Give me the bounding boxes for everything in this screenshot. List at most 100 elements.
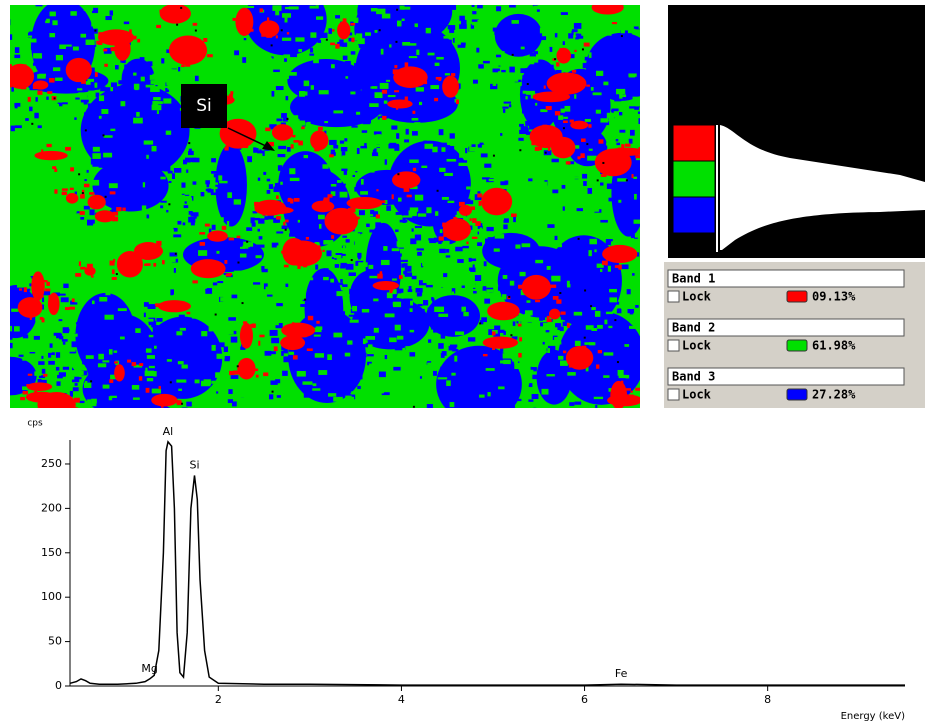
- red-speck: [625, 144, 631, 147]
- blue-speck: [329, 320, 334, 324]
- blue-speck: [285, 284, 288, 287]
- green-speck: [99, 297, 107, 302]
- blue-speck: [228, 317, 236, 320]
- green-speck: [316, 16, 323, 19]
- green-speck: [147, 355, 155, 359]
- blue-speck: [295, 1, 298, 7]
- blue-speck: [257, 245, 265, 248]
- green-speck: [452, 291, 454, 294]
- green-speck: [250, 188, 256, 192]
- blue-speck: [88, 326, 96, 332]
- dark-speck: [621, 35, 623, 37]
- blue-speck: [550, 270, 555, 273]
- dark-speck: [180, 7, 182, 9]
- blue-speck: [74, 377, 82, 379]
- green-speck: [498, 71, 500, 74]
- green-speck: [476, 68, 478, 74]
- blue-speck: [46, 97, 48, 100]
- red-speck: [376, 189, 378, 191]
- blue-speck: [19, 355, 24, 357]
- red-speck: [554, 311, 558, 316]
- green-speck: [269, 195, 272, 199]
- red-speck: [244, 146, 248, 148]
- green-speck: [428, 128, 434, 133]
- red-speck: [615, 265, 621, 268]
- green-speck: [381, 260, 390, 265]
- green-speck: [594, 249, 596, 252]
- blue-speck: [494, 0, 497, 3]
- green-speck: [160, 296, 163, 298]
- green-speck: [403, 215, 412, 217]
- green-speck: [436, 57, 443, 60]
- green-speck: [211, 381, 215, 384]
- lock-checkbox[interactable]: [668, 291, 679, 302]
- red-speck: [156, 241, 161, 246]
- green-speck: [284, 17, 287, 23]
- blue-speck: [635, 305, 638, 308]
- green-speck: [442, 197, 449, 200]
- green-speck: [556, 223, 563, 227]
- blue-speck: [657, 80, 663, 85]
- peak-label: Fe: [615, 667, 628, 680]
- blue-speck: [629, 139, 633, 144]
- blue-speck: [362, 364, 364, 366]
- red-region: [281, 323, 315, 338]
- green-speck: [376, 9, 385, 15]
- red-speck: [139, 363, 143, 366]
- green-speck: [198, 250, 207, 256]
- green-speck: [547, 266, 551, 270]
- blue-speck: [503, 426, 506, 432]
- green-speck: [515, 244, 520, 248]
- lock-checkbox[interactable]: [668, 340, 679, 351]
- green-speck: [27, 346, 35, 352]
- blue-speck: [138, 409, 146, 413]
- blue-speck: [143, 104, 146, 107]
- green-speck: [600, 269, 602, 272]
- green-speck: [387, 292, 393, 298]
- green-speck: [322, 164, 328, 168]
- blue-speck: [642, 89, 649, 93]
- blue-speck: [543, 264, 546, 269]
- green-speck: [527, 383, 530, 385]
- blue-speck: [51, 40, 54, 45]
- green-speck: [375, 381, 383, 383]
- lock-checkbox[interactable]: [668, 389, 679, 400]
- blue-speck: [184, 205, 189, 208]
- red-speck: [62, 188, 68, 190]
- blue-speck: [105, 16, 111, 20]
- green-speck: [371, 8, 378, 11]
- blue-speck: [553, 253, 557, 256]
- blue-speck: [431, 322, 435, 327]
- blue-speck: [513, 321, 516, 325]
- dark-speck: [304, 299, 306, 301]
- blue-speck: [644, 77, 651, 79]
- green-speck: [592, 205, 602, 208]
- green-speck: [109, 349, 113, 354]
- blue-speck: [625, 355, 627, 358]
- blue-speck: [562, 135, 566, 137]
- blue-speck: [86, 36, 91, 39]
- green-speck: [105, 315, 114, 320]
- red-speck: [518, 285, 524, 289]
- red-region: [443, 218, 471, 241]
- blue-speck: [181, 355, 188, 359]
- green-speck: [503, 353, 512, 358]
- blue-speck: [160, 152, 168, 157]
- blue-speck: [84, 179, 86, 181]
- green-speck: [247, 6, 254, 8]
- red-speck: [548, 94, 552, 98]
- red-speck: [606, 409, 610, 411]
- green-speck: [110, 87, 113, 91]
- blue-speck: [188, 151, 194, 155]
- green-speck: [577, 217, 582, 222]
- red-speck: [230, 91, 233, 94]
- blue-speck: [341, 363, 346, 368]
- green-speck: [87, 399, 91, 405]
- green-speck: [512, 359, 520, 361]
- red-speck: [256, 375, 259, 378]
- blue-speck: [81, 100, 89, 103]
- red-speck: [265, 21, 269, 23]
- blue-speck: [84, 102, 88, 104]
- red-speck: [91, 275, 94, 277]
